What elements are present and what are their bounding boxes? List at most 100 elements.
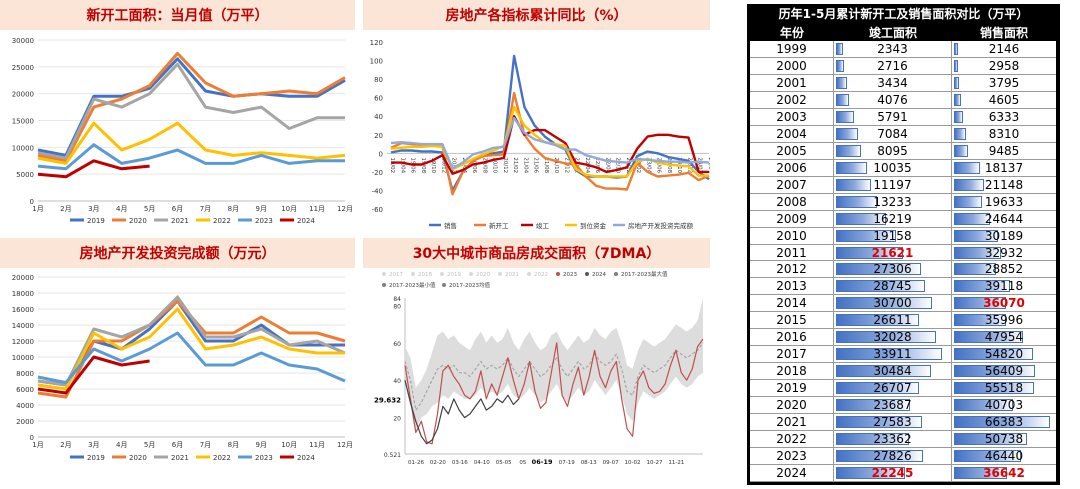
- x-tick-label: 2月: [60, 441, 71, 449]
- cell-value: 35996: [984, 313, 1024, 328]
- data-bar: [836, 59, 845, 72]
- data-bar: [836, 144, 862, 157]
- x-tick-label: 1月: [32, 441, 43, 449]
- table-row: 2001 3434 3795: [750, 74, 1056, 92]
- data-bar: [836, 110, 855, 123]
- table-row: 2003 5791 6333: [750, 108, 1056, 126]
- y-tick-label: 6000: [16, 386, 34, 394]
- series-line-2024: [37, 159, 150, 179]
- data-bar: [954, 450, 1021, 463]
- legend-label-2019: 2019: [87, 454, 105, 462]
- cell-value: 2716: [877, 58, 908, 73]
- table-row: 2009 16219 24644: [750, 210, 1056, 228]
- comparison-table: 历年1-5月累计新开工及销售面积对比（万平） 年份 竣工面积 销售面积 1999…: [747, 4, 1060, 485]
- data-bar: [954, 76, 960, 89]
- cell-value: 2146: [988, 42, 1020, 56]
- chart-investment-title: 房地产开发投资完成额（万元）: [0, 238, 355, 268]
- cell-value: 9485: [988, 143, 1020, 158]
- cell-year: 2023: [750, 448, 834, 465]
- table-row: 2011 21621 32932: [750, 244, 1056, 262]
- x-tick-label: 3月: [88, 441, 99, 449]
- cell-completed: 22245: [834, 465, 952, 481]
- cell-value: 27583: [873, 415, 912, 430]
- cell-value: 19158: [873, 228, 912, 243]
- x-tick-label: 02-20: [430, 460, 446, 466]
- cell-completed: 4076: [834, 91, 952, 108]
- data-bar: [954, 59, 959, 72]
- cell-sales: 2958: [952, 58, 1056, 74]
- legend-label-2022: 2022: [213, 217, 231, 225]
- legend-label-2024: 2024: [592, 272, 606, 278]
- cell-year: 2022: [750, 431, 834, 448]
- x-tick-label: 21/06: [533, 157, 539, 173]
- cell-value: 47954: [984, 330, 1024, 345]
- table-row: 2017 33911 54820: [750, 346, 1056, 364]
- x-tick-label: 09-07: [603, 460, 619, 466]
- legend-swatch-2021: [498, 272, 502, 276]
- cell-value: 2343: [877, 42, 908, 56]
- x-tick-label: 2月: [60, 205, 71, 213]
- cell-value: 66383: [984, 415, 1024, 430]
- y-tick-label: 10000: [12, 144, 34, 152]
- x-tick-label: 20/10: [492, 157, 498, 173]
- cell-year: 2006: [750, 159, 834, 176]
- legend-label-2017-2023均值: 2017-2023均值: [449, 281, 490, 289]
- x-tick-label: 10月: [281, 441, 297, 449]
- data-bar: [954, 161, 981, 174]
- chart-new-starts-svg: 0 5000 10000 15000 20000 25000 30000 1月 2月 3月 4月 5月…: [12, 37, 353, 225]
- year-value: 2008: [776, 194, 807, 209]
- legend-label-2019: 2019: [447, 272, 461, 278]
- x-tick-label: 01-26: [408, 460, 424, 466]
- cell-year: 2015: [750, 312, 834, 329]
- year-value: 2001: [776, 75, 807, 90]
- year-value: 2007: [776, 177, 807, 192]
- x-tick-label: 23/02: [635, 157, 641, 173]
- cell-sales: 9485: [952, 143, 1056, 159]
- legend-label-2021: 2021: [171, 454, 189, 462]
- x-tick-label: 22/08: [604, 157, 610, 173]
- legend-swatch-2017: [382, 272, 386, 276]
- x-tick-label: 19/12: [440, 157, 446, 173]
- table-row: 1999 2343 2146: [750, 41, 1056, 58]
- cell-value: 3795: [988, 75, 1020, 90]
- x-tick-label: 1月: [32, 205, 43, 213]
- cell-sales: 39118: [952, 278, 1056, 294]
- y-tick-label: 15000: [12, 118, 34, 126]
- table-row: 2005 8095 9485: [750, 142, 1056, 160]
- range-band: [405, 298, 703, 429]
- table-row: 2007 11197 21148: [750, 176, 1056, 194]
- data-bar: [954, 212, 990, 225]
- data-bar: [836, 280, 926, 293]
- x-tick-label: 9月: [256, 441, 267, 449]
- table-row: 2022 23362 50738: [750, 431, 1056, 449]
- cell-completed: 16219: [834, 210, 952, 227]
- cell-value: 39118: [984, 279, 1024, 294]
- table-header: 年份 竣工面积 销售面积: [747, 23, 1060, 41]
- cell-value: 4076: [877, 92, 908, 107]
- series-line-2020: [37, 51, 346, 163]
- cell-sales: 19633: [952, 194, 1056, 210]
- data-bar: [836, 229, 896, 242]
- cell-value: 32028: [873, 330, 912, 345]
- data-bar: [836, 314, 919, 327]
- cell-sales: 66383: [952, 414, 1056, 430]
- series-line-房地产开发投资完成额: [390, 116, 710, 170]
- cell-value: 50738: [984, 432, 1024, 447]
- cell-value: 5791: [877, 109, 908, 124]
- chart-new-starts-panel: 新开工面积：当月值（万平） 0 5000 10000 15000 20000 25000 3…: [0, 0, 355, 236]
- cell-sales: 6333: [952, 109, 1056, 125]
- x-tick-label: 23/04: [645, 157, 651, 173]
- y-tick-label: 8000: [16, 370, 34, 378]
- x-tick-label: 8月: [228, 441, 239, 449]
- cell-sales: 32932: [952, 245, 1056, 261]
- chart-yoy-title: 房地产各指标累计同比（%）: [363, 0, 710, 30]
- data-bar: [836, 433, 909, 446]
- data-bar: [836, 127, 859, 140]
- y-tick-label: 2000: [16, 418, 34, 426]
- cell-sales: 3795: [952, 75, 1056, 91]
- x-tick-label: 03-16: [452, 460, 468, 466]
- y-tick-label: 20: [393, 416, 401, 423]
- cell-value: 3434: [877, 75, 908, 90]
- cell-value: 8095: [877, 143, 908, 158]
- x-tick-label: 9月: [256, 205, 267, 213]
